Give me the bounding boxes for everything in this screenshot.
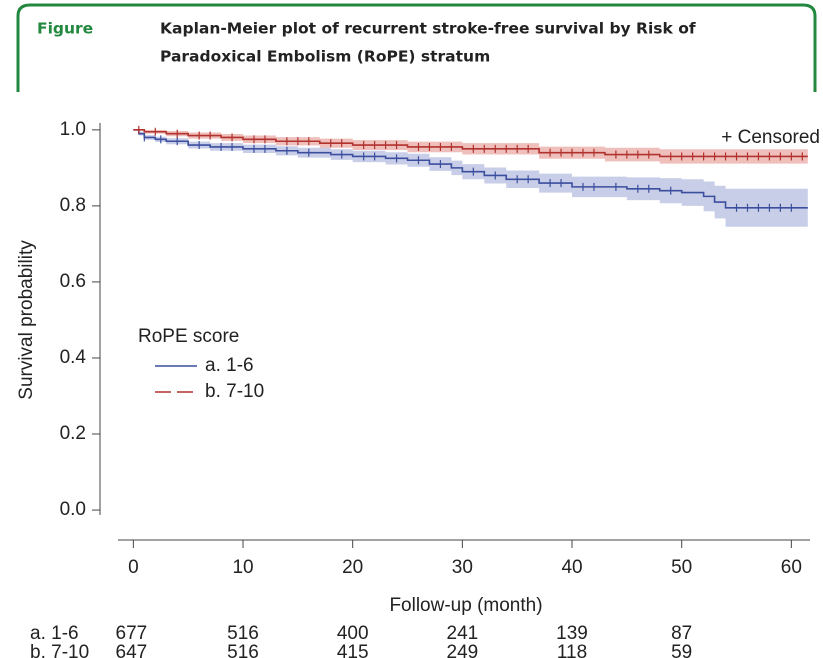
risk-row-label: a. 1-6	[30, 623, 79, 644]
risk-count: 400	[337, 623, 369, 644]
x-tick-label: 50	[671, 557, 692, 578]
x-tick-label: 20	[342, 557, 363, 578]
risk-count: 415	[337, 642, 369, 658]
risk-count: 87	[671, 623, 692, 644]
x-tick-label: 40	[561, 557, 582, 578]
confidence-band	[133, 129, 808, 227]
y-tick-label: 0.0	[60, 499, 86, 520]
header-frame	[16, 3, 817, 92]
risk-count: 677	[116, 623, 148, 644]
x-tick-label: 60	[781, 557, 802, 578]
legend-label: a. 1-6	[205, 355, 254, 376]
risk-count: 647	[116, 642, 148, 658]
figure-label: Figure	[37, 20, 93, 38]
x-tick-label: 0	[128, 557, 139, 578]
risk-count: 241	[447, 623, 479, 644]
x-tick-label: 30	[452, 557, 473, 578]
figure-title: Paradoxical Embolism (RoPE) stratum	[160, 48, 490, 66]
risk-count: 516	[227, 642, 259, 658]
risk-count: 516	[227, 623, 259, 644]
risk-count: 59	[671, 642, 692, 658]
y-tick-label: 0.6	[60, 271, 86, 292]
risk-row-label: b. 7-10	[30, 642, 89, 658]
x-axis-title: Follow-up (month)	[389, 595, 542, 616]
y-tick-label: 0.2	[60, 423, 86, 444]
y-tick-label: 1.0	[60, 119, 86, 140]
y-axis-title: Survival probability	[16, 240, 37, 400]
legend-title: RoPE score	[138, 326, 239, 347]
risk-count: 118	[557, 642, 587, 658]
risk-count: 249	[447, 642, 479, 658]
figure-title: Kaplan-Meier plot of recurrent stroke-fr…	[160, 20, 696, 38]
x-tick-label: 10	[232, 557, 253, 578]
y-tick-label: 0.8	[60, 195, 86, 216]
censor-legend: + Censored	[721, 127, 820, 148]
legend-label: b. 7-10	[205, 381, 264, 402]
y-tick-label: 0.4	[60, 347, 87, 368]
risk-count: 139	[556, 623, 588, 644]
